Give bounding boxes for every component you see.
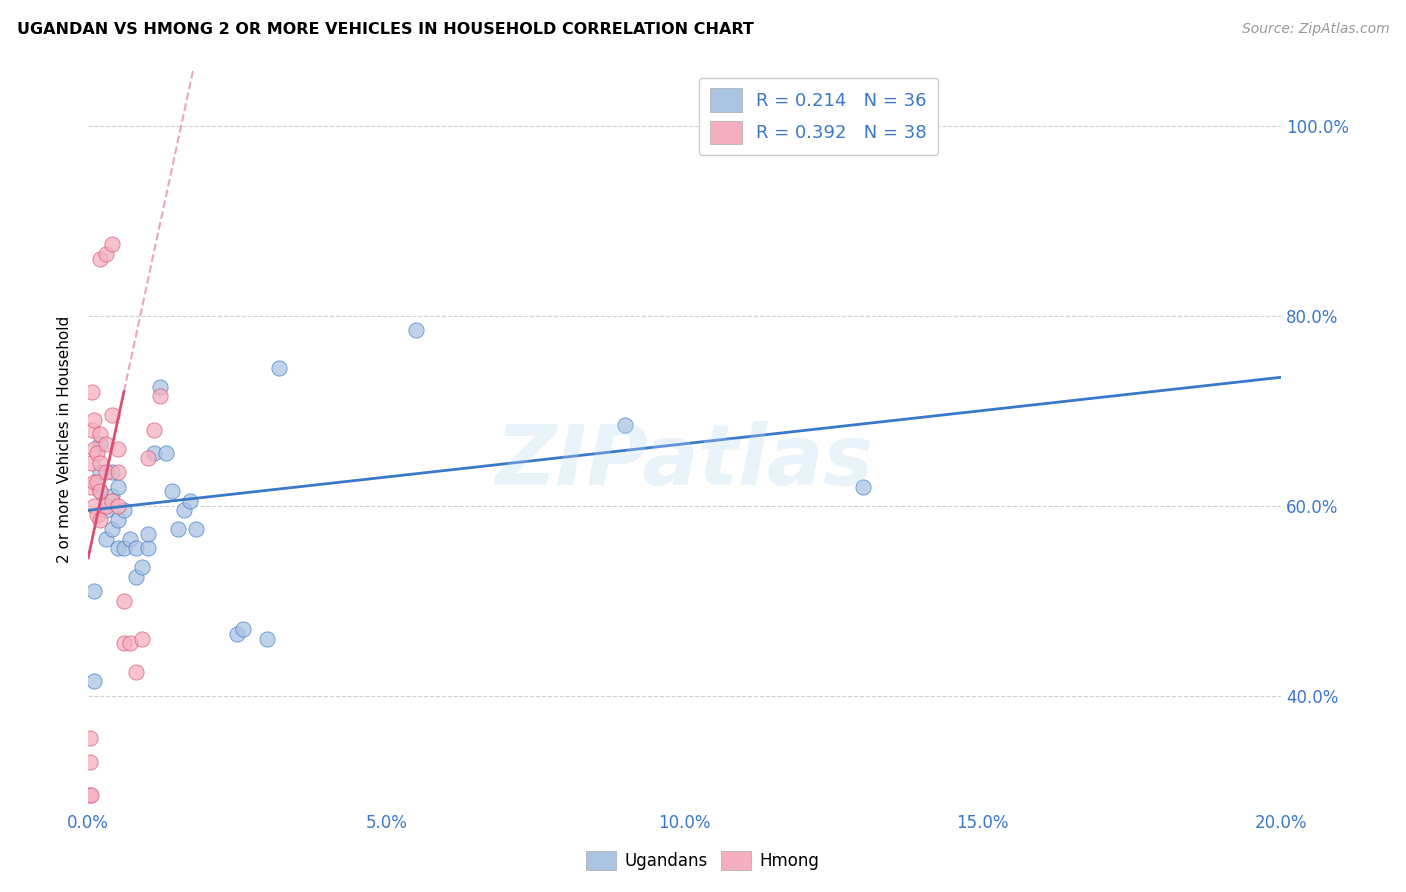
Point <box>80 423 103 437</box>
Point <box>101 489 124 503</box>
Point <box>107 513 129 527</box>
Point <box>101 465 124 479</box>
Point <box>112 593 135 607</box>
Point <box>79 731 101 746</box>
Point <box>118 532 141 546</box>
Point <box>94 499 117 513</box>
Point <box>86 446 108 460</box>
Point <box>86 475 108 489</box>
Point <box>83 674 105 689</box>
Text: UGANDAN VS HMONG 2 OR MORE VEHICLES IN HOUSEHOLD CORRELATION CHART: UGANDAN VS HMONG 2 OR MORE VEHICLES IN H… <box>17 22 754 37</box>
Point <box>131 560 153 574</box>
Point <box>94 503 117 517</box>
Point <box>79 789 101 803</box>
Point <box>101 237 124 252</box>
Point <box>125 665 148 679</box>
Point <box>107 465 129 479</box>
Point <box>149 389 172 403</box>
Point <box>89 252 111 266</box>
Point <box>101 522 124 536</box>
Point <box>89 465 111 479</box>
Point <box>79 755 101 769</box>
Point <box>83 584 105 599</box>
Point <box>142 423 165 437</box>
Point <box>80 384 103 399</box>
Y-axis label: 2 or more Vehicles in Household: 2 or more Vehicles in Household <box>58 316 72 563</box>
Point <box>405 323 427 337</box>
Point <box>166 522 188 536</box>
Point <box>107 541 129 556</box>
Point <box>83 499 105 513</box>
Point <box>89 513 111 527</box>
Point <box>83 413 105 427</box>
Point <box>232 622 254 636</box>
Point <box>101 493 124 508</box>
Point <box>173 503 195 517</box>
Point <box>125 541 148 556</box>
Point <box>155 446 177 460</box>
Point <box>149 380 172 394</box>
Point <box>89 456 111 470</box>
Point <box>226 627 249 641</box>
Point <box>83 475 105 489</box>
Point <box>94 247 117 261</box>
Point <box>80 456 103 470</box>
Point <box>107 479 129 493</box>
Point <box>112 503 135 517</box>
Point <box>107 442 129 456</box>
Point <box>256 632 278 646</box>
Point <box>613 417 636 432</box>
Legend: R = 0.214   N = 36, R = 0.392   N = 38: R = 0.214 N = 36, R = 0.392 N = 38 <box>699 78 938 154</box>
Point <box>112 636 135 650</box>
Point <box>184 522 207 536</box>
Point <box>136 450 159 465</box>
Point <box>131 632 153 646</box>
Point <box>79 789 101 803</box>
Point <box>89 427 111 442</box>
Legend: Ugandans, Hmong: Ugandans, Hmong <box>579 844 827 877</box>
Point <box>142 446 165 460</box>
Point <box>125 570 148 584</box>
Point <box>83 442 105 456</box>
Point <box>86 508 108 522</box>
Point <box>101 409 124 423</box>
Point <box>80 479 103 493</box>
Point <box>852 479 875 493</box>
Text: Source: ZipAtlas.com: Source: ZipAtlas.com <box>1241 22 1389 37</box>
Point <box>179 493 201 508</box>
Point <box>160 484 183 499</box>
Point <box>136 527 159 541</box>
Point <box>89 484 111 499</box>
Point <box>118 636 141 650</box>
Point <box>89 484 111 499</box>
Point <box>89 437 111 451</box>
Point <box>94 532 117 546</box>
Point <box>267 360 290 375</box>
Point <box>112 541 135 556</box>
Point <box>94 465 117 479</box>
Point <box>136 541 159 556</box>
Point <box>94 437 117 451</box>
Text: ZIPatlas: ZIPatlas <box>496 421 873 502</box>
Point <box>107 499 129 513</box>
